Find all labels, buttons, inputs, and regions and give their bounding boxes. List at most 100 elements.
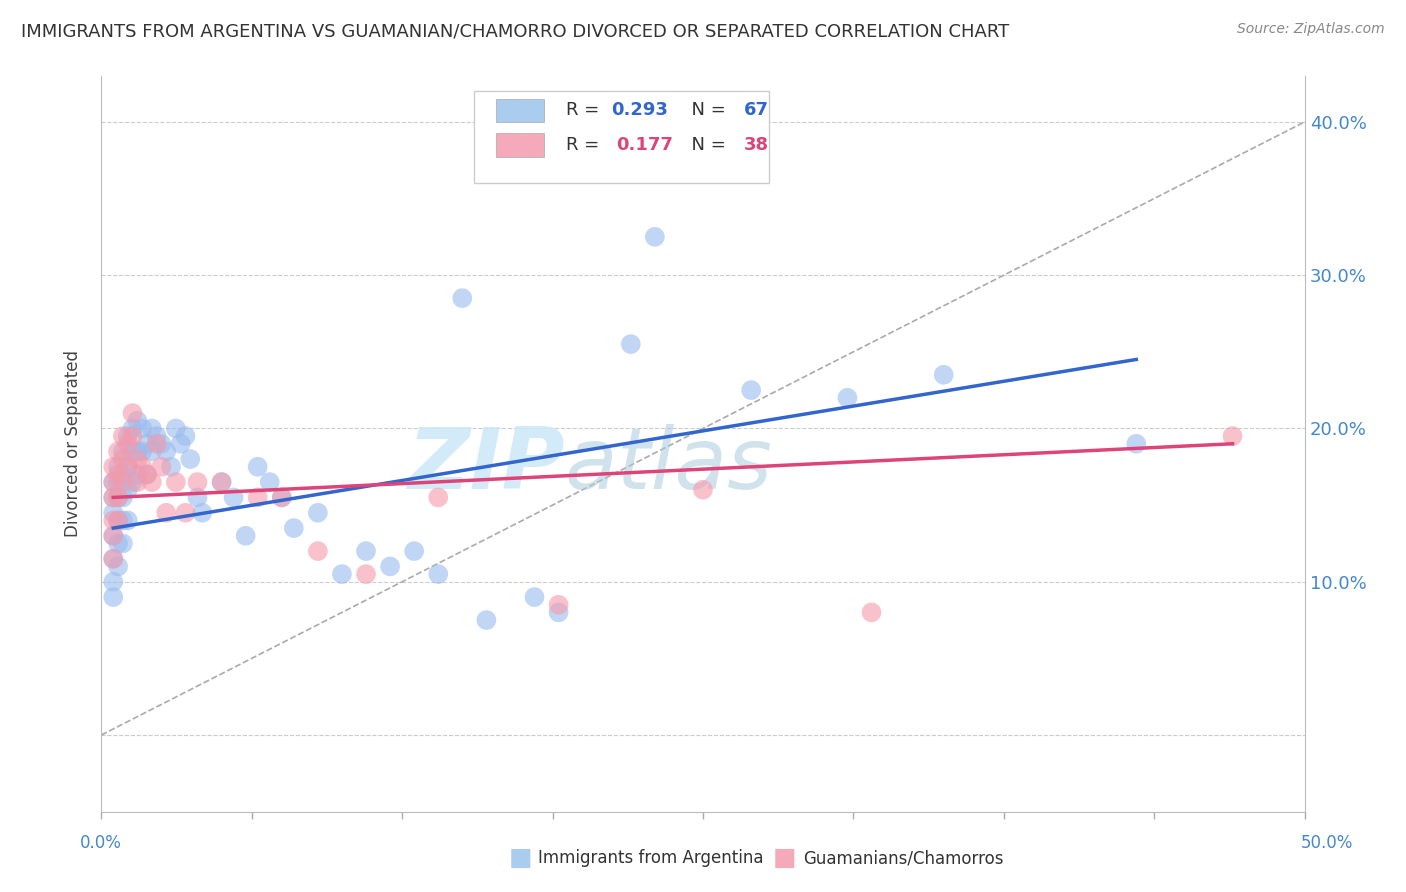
Point xyxy=(354,544,377,558)
Point xyxy=(191,506,214,520)
Point xyxy=(111,513,134,527)
Point xyxy=(127,444,149,458)
Point xyxy=(127,475,149,489)
Point xyxy=(404,544,426,558)
Point xyxy=(103,529,125,543)
Point xyxy=(740,383,762,397)
Point xyxy=(270,491,292,505)
Point xyxy=(131,421,153,435)
Text: Source: ZipAtlas.com: Source: ZipAtlas.com xyxy=(1237,22,1385,37)
Point xyxy=(103,513,125,527)
Point xyxy=(107,459,129,474)
Point xyxy=(121,429,143,443)
Point xyxy=(107,444,129,458)
Text: ■: ■ xyxy=(773,847,796,870)
Point xyxy=(121,444,143,458)
Point xyxy=(107,491,129,505)
Point xyxy=(111,444,134,458)
Text: N =: N = xyxy=(681,136,731,154)
Point xyxy=(307,544,329,558)
Text: ■: ■ xyxy=(509,847,531,870)
Point xyxy=(103,459,125,474)
Point xyxy=(378,559,401,574)
Point xyxy=(111,467,134,482)
Point xyxy=(103,529,125,543)
Point xyxy=(523,590,546,604)
Point xyxy=(131,444,153,458)
Point xyxy=(235,529,257,543)
Point xyxy=(141,475,163,489)
Text: ZIP: ZIP xyxy=(406,425,565,508)
Point xyxy=(136,467,159,482)
Point xyxy=(259,475,281,489)
Text: Immigrants from Argentina: Immigrants from Argentina xyxy=(538,849,763,867)
Point xyxy=(860,606,883,620)
Point xyxy=(174,429,197,443)
Point xyxy=(141,444,163,458)
Text: 67: 67 xyxy=(744,102,769,120)
Point xyxy=(107,467,129,482)
Point xyxy=(103,590,125,604)
Point xyxy=(103,475,125,489)
Point xyxy=(174,506,197,520)
Point xyxy=(136,436,159,450)
FancyBboxPatch shape xyxy=(496,133,544,157)
Point xyxy=(117,459,139,474)
Point xyxy=(117,429,139,443)
Point xyxy=(127,467,149,482)
Point xyxy=(121,421,143,435)
Point xyxy=(127,452,149,467)
Point xyxy=(1125,436,1147,450)
Text: 50.0%: 50.0% xyxy=(1301,834,1354,852)
Text: Guamanians/Chamorros: Guamanians/Chamorros xyxy=(803,849,1004,867)
Point xyxy=(121,475,143,489)
Point xyxy=(117,483,139,497)
Point xyxy=(141,421,163,435)
Point xyxy=(117,459,139,474)
Point xyxy=(246,491,269,505)
Point xyxy=(117,436,139,450)
Point xyxy=(179,452,201,467)
Point xyxy=(330,567,353,582)
Point xyxy=(103,491,125,505)
Point xyxy=(160,459,183,474)
Point xyxy=(475,613,498,627)
Point xyxy=(111,491,134,505)
Point xyxy=(121,406,143,420)
Point xyxy=(103,551,125,566)
Point xyxy=(145,429,167,443)
Point xyxy=(837,391,859,405)
Text: 0.293: 0.293 xyxy=(612,102,668,120)
Point xyxy=(150,459,173,474)
Point xyxy=(107,513,129,527)
Point xyxy=(222,491,245,505)
Point xyxy=(103,491,125,505)
Point xyxy=(111,475,134,489)
Text: N =: N = xyxy=(681,102,731,120)
Point xyxy=(547,606,569,620)
Point xyxy=(186,491,208,505)
Point xyxy=(131,459,153,474)
Text: atlas: atlas xyxy=(565,425,772,508)
Point xyxy=(427,491,450,505)
Text: 0.177: 0.177 xyxy=(616,136,673,154)
Text: 38: 38 xyxy=(744,136,769,154)
Point xyxy=(155,506,177,520)
Point xyxy=(354,567,377,582)
Point xyxy=(103,551,125,566)
Point xyxy=(692,483,714,497)
Point xyxy=(169,436,191,450)
Point xyxy=(165,475,187,489)
FancyBboxPatch shape xyxy=(474,90,769,183)
Point xyxy=(111,429,134,443)
Text: R =: R = xyxy=(565,102,605,120)
Point xyxy=(117,513,139,527)
Y-axis label: Divorced or Separated: Divorced or Separated xyxy=(65,351,83,537)
Point xyxy=(307,506,329,520)
Point xyxy=(103,506,125,520)
Point xyxy=(165,421,187,435)
Point xyxy=(620,337,643,351)
Text: 0.0%: 0.0% xyxy=(80,834,122,852)
Point xyxy=(111,536,134,550)
Point xyxy=(107,513,129,527)
